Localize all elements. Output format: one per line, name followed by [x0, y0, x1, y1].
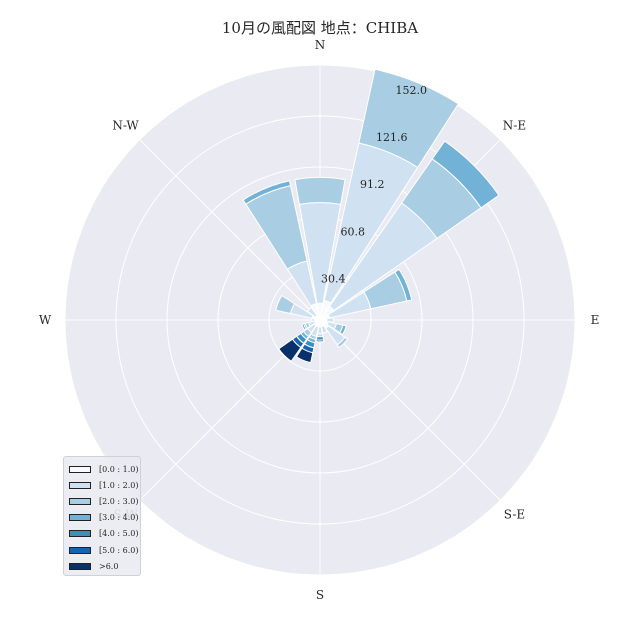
radial-tick-labels: 30.4 60.8 91.2 121.6 152.0 [321, 84, 427, 285]
compass-label-n-w: N-W [112, 119, 139, 133]
wind-bar-ne-bin3 [431, 140, 500, 209]
wind-bar-wnw-bin2 [275, 294, 296, 315]
radial-tick-label: 91.2 [360, 178, 385, 191]
legend-swatch [69, 497, 91, 505]
wind-bars [242, 68, 500, 364]
wind-bar-sw-bin6 [278, 338, 302, 362]
legend-swatch [69, 530, 91, 538]
wind-bar-s-bin5 [315, 339, 325, 343]
compass-label-s-e: S-E [504, 507, 525, 521]
legend-entry: [3.0 : 4.0) [69, 510, 140, 526]
compass-label-n-e: N-E [503, 119, 526, 133]
legend-entry: [0.0 : 1.0) [69, 461, 140, 477]
legend-label: [5.0 : 6.0) [99, 545, 139, 555]
grid-spoke [319, 319, 501, 501]
legend-label: [3.0 : 4.0) [99, 513, 139, 523]
legend: [0.0 : 1.0) [1.0 : 2.0) [2.0 : 3.0) [3.0 : … [63, 456, 141, 576]
legend-entry: >6.0 [69, 558, 140, 574]
legend-entry: [4.0 : 5.0) [69, 526, 140, 542]
chart-title: 10月の風配図 地点：CHIBA [221, 19, 419, 37]
legend-label: [2.0 : 3.0) [99, 496, 139, 506]
legend-entry: [1.0 : 2.0) [69, 477, 140, 493]
wind-bar-nnw-bin3 [242, 180, 292, 205]
radial-tick-label: 30.4 [321, 272, 346, 285]
radial-tick-label: 121.6 [376, 131, 408, 144]
radial-tick-label: 60.8 [340, 225, 365, 238]
legend-label: >6.0 [99, 561, 119, 571]
legend-swatch [69, 562, 91, 570]
wind-bar-nne-bin2 [358, 68, 460, 169]
wind-bar-se-bin2 [336, 336, 349, 349]
radial-tick-label: 152.0 [396, 84, 428, 97]
legend-label: [1.0 : 2.0) [99, 480, 139, 490]
wind-bar-n-bin2 [294, 176, 346, 205]
legend-label: [0.0 : 1.0) [99, 464, 139, 474]
compass-label-n: N [315, 38, 326, 52]
wind-bar-ene-bin3 [394, 268, 413, 302]
wind-bar-ese-bin3 [339, 324, 347, 336]
compass-label-s: S [316, 588, 324, 602]
legend-swatch [69, 481, 91, 489]
wind-bar-ssw-bin6 [295, 347, 314, 364]
legend-entry: [5.0 : 6.0) [69, 542, 140, 558]
compass-label-w: W [39, 313, 52, 327]
compass-label-e: E [591, 313, 600, 327]
legend-entry: [2.0 : 3.0) [69, 493, 140, 509]
legend-swatch [69, 465, 91, 473]
legend-swatch [69, 514, 91, 522]
grid-spoke [139, 139, 321, 321]
legend-swatch [69, 546, 91, 554]
wind-bar-wsw-bin4 [301, 322, 307, 331]
legend-label: [4.0 : 5.0) [99, 529, 139, 539]
